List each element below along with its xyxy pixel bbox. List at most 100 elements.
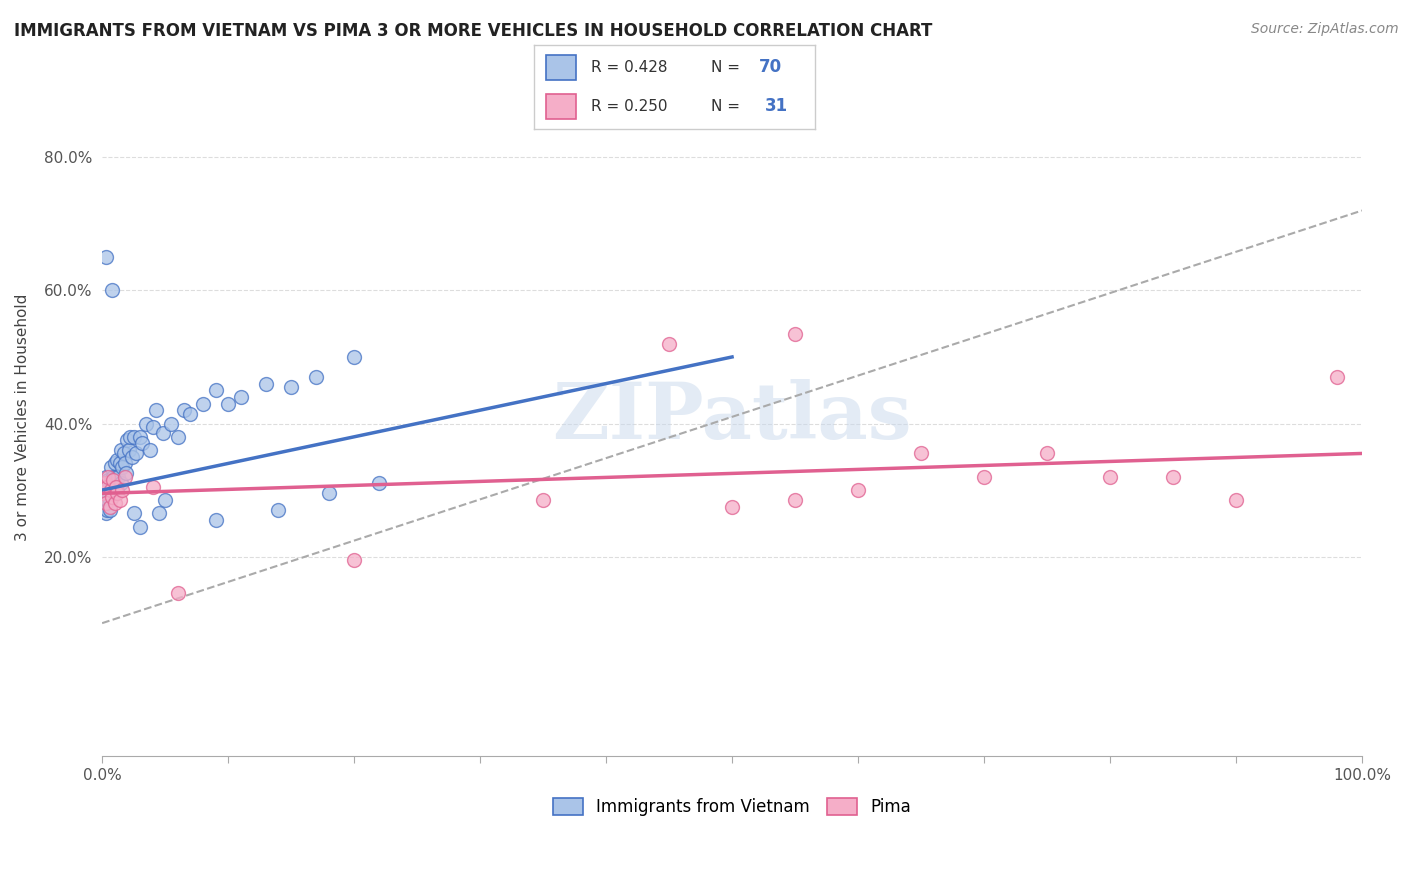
Point	[1036, 446, 1059, 460]
Point	[100, 473, 122, 487]
Point	[93, 480, 115, 494]
Point	[105, 453, 128, 467]
Point	[1225, 493, 1247, 508]
Point	[97, 486, 120, 500]
Point	[103, 480, 125, 494]
Point	[254, 376, 277, 391]
Y-axis label: 3 or more Vehicles in Household: 3 or more Vehicles in Household	[15, 293, 30, 541]
Text: Source: ZipAtlas.com: Source: ZipAtlas.com	[1251, 22, 1399, 37]
Point	[104, 480, 127, 494]
Point	[111, 483, 134, 497]
Text: N =: N =	[711, 60, 745, 75]
Text: N =: N =	[711, 99, 745, 114]
Point	[101, 490, 124, 504]
Point	[104, 457, 127, 471]
Point	[204, 383, 226, 397]
Point	[267, 503, 290, 517]
Text: 31: 31	[765, 97, 787, 115]
Point	[129, 519, 152, 533]
Point	[96, 483, 118, 497]
Point	[104, 469, 127, 483]
Point	[101, 476, 124, 491]
Point	[783, 493, 806, 508]
Point	[145, 403, 167, 417]
Text: R = 0.428: R = 0.428	[591, 60, 666, 75]
Point	[114, 457, 136, 471]
Point	[846, 483, 869, 497]
Point	[305, 370, 328, 384]
Point	[318, 486, 340, 500]
Point	[107, 469, 129, 483]
Point	[114, 469, 136, 483]
Text: IMMIGRANTS FROM VIETNAM VS PIMA 3 OR MORE VEHICLES IN HOUSEHOLD CORRELATION CHAR: IMMIGRANTS FROM VIETNAM VS PIMA 3 OR MOR…	[14, 22, 932, 40]
Point	[94, 496, 117, 510]
Point	[100, 483, 122, 497]
Point	[96, 480, 118, 494]
Point	[973, 469, 995, 483]
Point	[368, 476, 391, 491]
Point	[783, 326, 806, 341]
Point	[96, 503, 118, 517]
Point	[148, 507, 170, 521]
Point	[531, 493, 554, 508]
Point	[658, 336, 681, 351]
Point	[153, 493, 176, 508]
Point	[100, 483, 122, 497]
Point	[229, 390, 252, 404]
FancyBboxPatch shape	[546, 94, 576, 120]
Point	[94, 469, 117, 483]
Point	[105, 483, 128, 497]
Point	[93, 486, 115, 500]
Point	[98, 480, 121, 494]
Point	[100, 459, 122, 474]
Point	[98, 493, 121, 508]
Point	[343, 553, 366, 567]
Point	[111, 459, 134, 474]
Point	[125, 446, 148, 460]
Point	[98, 503, 121, 517]
Point	[104, 486, 127, 500]
Point	[191, 396, 214, 410]
Point	[97, 473, 120, 487]
Text: ZIPatlas: ZIPatlas	[553, 379, 912, 455]
Point	[166, 430, 188, 444]
Point	[122, 507, 145, 521]
Point	[135, 417, 157, 431]
Point	[104, 476, 127, 491]
Point	[94, 507, 117, 521]
Text: R = 0.250: R = 0.250	[591, 99, 666, 114]
Point	[105, 486, 128, 500]
Point	[104, 496, 127, 510]
Point	[721, 500, 744, 514]
Point	[343, 350, 366, 364]
Point	[139, 443, 162, 458]
Point	[103, 473, 125, 487]
Point	[910, 446, 932, 460]
Point	[96, 493, 118, 508]
Point	[97, 469, 120, 483]
Point	[141, 420, 163, 434]
Point	[131, 436, 153, 450]
Point	[1326, 370, 1348, 384]
Point	[93, 486, 115, 500]
Point	[129, 430, 152, 444]
FancyBboxPatch shape	[546, 54, 576, 80]
Point	[93, 496, 115, 510]
Point	[101, 486, 124, 500]
Point	[121, 450, 143, 464]
Point	[1098, 469, 1121, 483]
Point	[101, 284, 124, 298]
Point	[117, 443, 139, 458]
Point	[112, 446, 135, 460]
Point	[117, 433, 139, 447]
Point	[141, 480, 163, 494]
Point	[103, 469, 125, 483]
Point	[179, 407, 201, 421]
Point	[217, 396, 239, 410]
Text: 70: 70	[759, 59, 782, 77]
Point	[280, 380, 302, 394]
Point	[94, 250, 117, 264]
Point	[110, 443, 132, 458]
Point	[166, 586, 188, 600]
Point	[1161, 469, 1184, 483]
